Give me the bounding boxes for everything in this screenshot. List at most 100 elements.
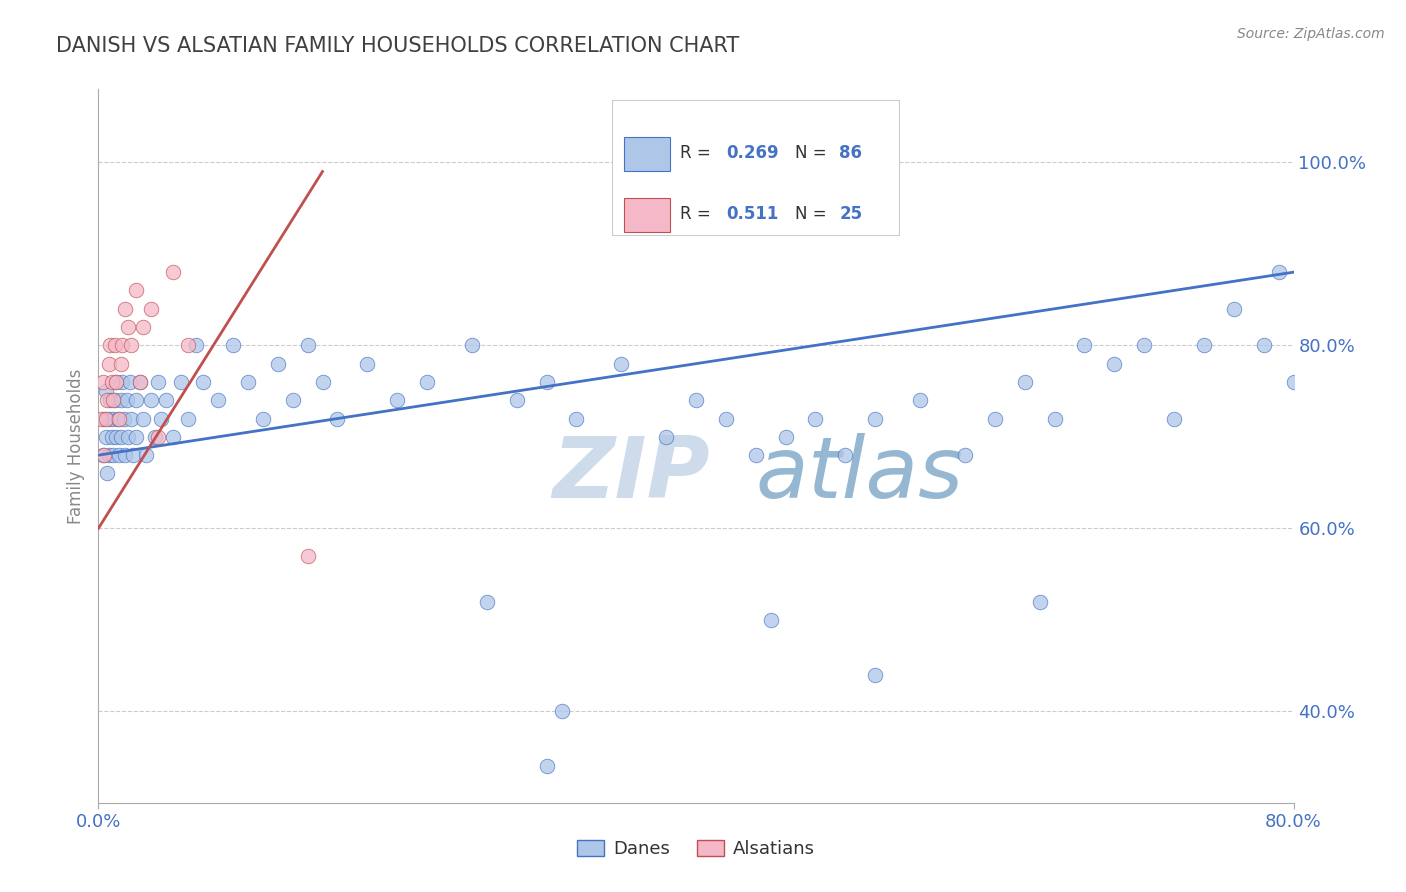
Point	[103, 448, 125, 462]
Legend: Danes, Alsatians: Danes, Alsatians	[569, 832, 823, 865]
Point	[143, 430, 166, 444]
Point	[804, 411, 827, 425]
Point	[169, 375, 191, 389]
Point	[104, 338, 127, 352]
Point	[984, 411, 1007, 425]
Text: N =: N =	[796, 205, 832, 223]
Point	[655, 430, 678, 444]
Point	[252, 411, 274, 425]
Point	[222, 338, 245, 352]
Point	[132, 320, 155, 334]
Point	[125, 430, 148, 444]
Point	[953, 448, 976, 462]
Point	[97, 357, 120, 371]
Point	[96, 467, 118, 481]
Point	[908, 393, 931, 408]
Point	[865, 667, 887, 681]
Point	[297, 338, 319, 352]
FancyBboxPatch shape	[624, 198, 669, 232]
Point	[1192, 338, 1215, 352]
Point	[111, 338, 134, 352]
Point	[112, 411, 135, 425]
Text: ZIP: ZIP	[553, 433, 710, 516]
FancyBboxPatch shape	[613, 100, 900, 235]
Point	[714, 411, 737, 425]
Point	[98, 338, 122, 352]
Point	[148, 375, 170, 389]
Point	[93, 411, 115, 425]
Point	[125, 284, 148, 298]
Point	[1014, 375, 1036, 389]
Point	[356, 357, 378, 371]
Point	[1267, 265, 1289, 279]
Point	[162, 430, 184, 444]
Point	[94, 411, 117, 425]
Point	[1223, 301, 1246, 316]
Point	[1133, 338, 1156, 352]
Point	[834, 448, 856, 462]
Point	[120, 338, 142, 352]
Point	[1163, 411, 1185, 425]
Point	[101, 375, 124, 389]
Point	[506, 393, 529, 408]
Point	[103, 411, 125, 425]
Point	[385, 393, 409, 408]
Point	[865, 411, 887, 425]
Text: R =: R =	[681, 145, 717, 162]
Point	[155, 393, 177, 408]
Point	[236, 375, 259, 389]
Point	[104, 393, 127, 408]
Point	[107, 411, 129, 425]
Point	[91, 448, 114, 462]
Text: Source: ZipAtlas.com: Source: ZipAtlas.com	[1237, 27, 1385, 41]
Point	[775, 430, 797, 444]
Point	[115, 393, 138, 408]
Point	[135, 448, 157, 462]
Text: 25: 25	[839, 205, 862, 223]
Point	[162, 265, 184, 279]
Point	[475, 594, 498, 608]
Point	[550, 704, 572, 718]
Point	[177, 411, 200, 425]
Point	[98, 393, 122, 408]
Point	[416, 375, 439, 389]
Point	[148, 430, 170, 444]
Point	[1104, 357, 1126, 371]
Point	[536, 759, 558, 773]
Point	[1253, 338, 1275, 352]
Point	[1073, 338, 1095, 352]
Point	[114, 301, 136, 316]
Point	[297, 549, 319, 563]
Point	[105, 375, 128, 389]
Point	[120, 411, 142, 425]
Point	[267, 357, 290, 371]
Point	[139, 393, 162, 408]
Point	[129, 375, 152, 389]
Point	[105, 430, 128, 444]
Text: 86: 86	[839, 145, 862, 162]
Point	[103, 393, 125, 408]
Point	[114, 448, 136, 462]
Point	[461, 338, 484, 352]
Text: N =: N =	[796, 145, 832, 162]
Point	[121, 448, 143, 462]
Point	[759, 613, 782, 627]
Point	[97, 448, 120, 462]
Point	[191, 375, 214, 389]
Point	[105, 375, 128, 389]
Text: DANISH VS ALSATIAN FAMILY HOUSEHOLDS CORRELATION CHART: DANISH VS ALSATIAN FAMILY HOUSEHOLDS COR…	[56, 36, 740, 55]
Point	[565, 411, 588, 425]
Point	[1028, 594, 1050, 608]
FancyBboxPatch shape	[624, 137, 669, 171]
Point	[94, 430, 117, 444]
Point	[108, 448, 131, 462]
Point	[685, 393, 707, 408]
Point	[281, 393, 304, 408]
Point	[177, 338, 200, 352]
Y-axis label: Family Households: Family Households	[66, 368, 84, 524]
Point	[207, 393, 229, 408]
Point	[93, 448, 115, 462]
Point	[536, 375, 558, 389]
Point	[110, 393, 132, 408]
Point	[110, 357, 132, 371]
